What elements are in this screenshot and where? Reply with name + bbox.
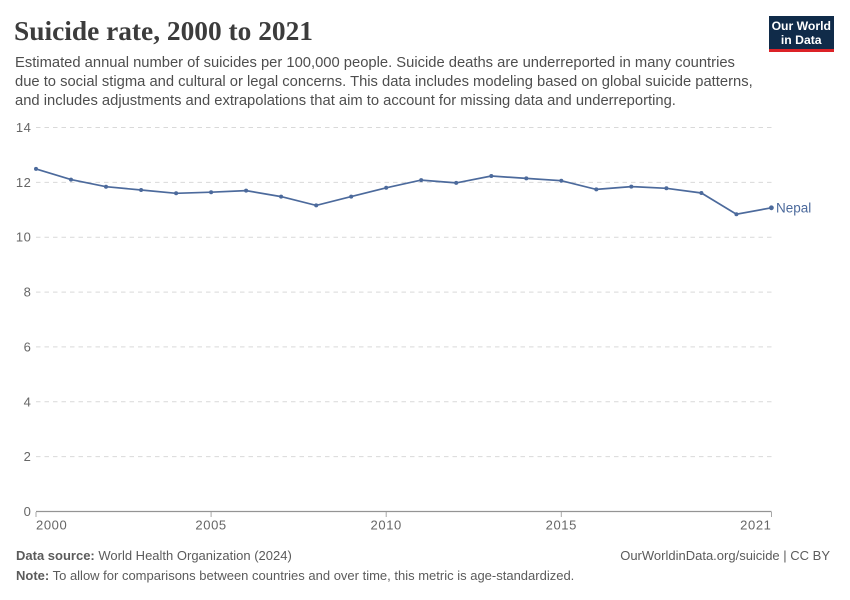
svg-text:8: 8	[24, 285, 32, 300]
svg-text:0: 0	[24, 504, 32, 519]
svg-text:2005: 2005	[195, 518, 226, 533]
svg-text:6: 6	[24, 339, 32, 354]
svg-text:2000: 2000	[36, 518, 67, 533]
svg-text:12: 12	[16, 175, 32, 190]
svg-text:Nepal: Nepal	[776, 200, 811, 215]
svg-text:2021: 2021	[740, 518, 771, 533]
svg-text:4: 4	[24, 394, 32, 409]
svg-text:2015: 2015	[546, 518, 577, 533]
svg-text:10: 10	[16, 230, 32, 245]
svg-text:2: 2	[24, 449, 32, 464]
svg-text:14: 14	[16, 120, 32, 135]
svg-text:2010: 2010	[371, 518, 402, 533]
